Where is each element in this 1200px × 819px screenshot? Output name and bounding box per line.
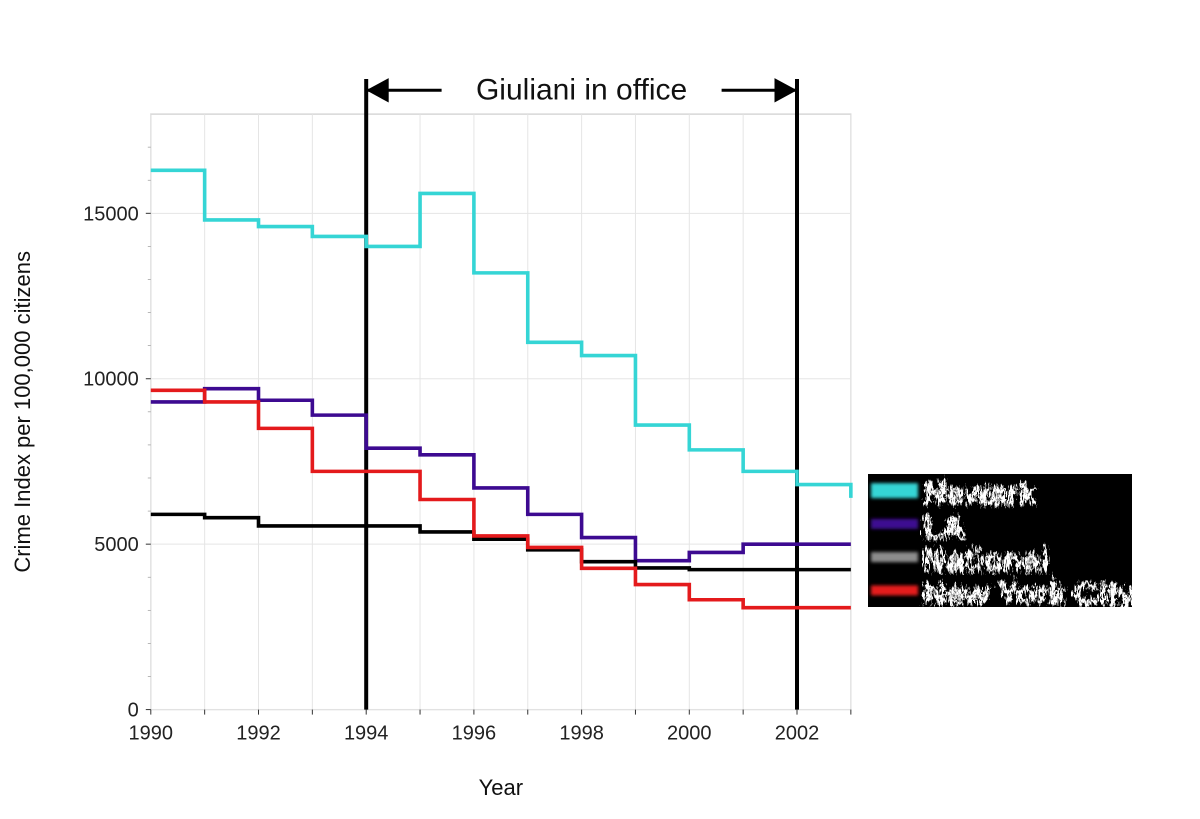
- svg-text:Newark: Newark: [920, 473, 1034, 509]
- svg-text:5000: 5000: [94, 534, 139, 556]
- svg-text:1994: 1994: [344, 723, 389, 745]
- svg-text:Year: Year: [479, 775, 523, 800]
- svg-text:Giuliani in office: Giuliani in office: [476, 73, 687, 106]
- svg-text:1996: 1996: [452, 723, 497, 745]
- svg-text:10000: 10000: [83, 369, 139, 391]
- svg-text:LA: LA: [920, 506, 963, 542]
- svg-text:1992: 1992: [236, 723, 281, 745]
- svg-text:New York City: New York City: [920, 572, 1132, 608]
- svg-text:National: National: [920, 539, 1046, 575]
- svg-text:1990: 1990: [129, 723, 174, 745]
- svg-text:1998: 1998: [559, 723, 604, 745]
- svg-text:2002: 2002: [775, 723, 820, 745]
- svg-text:0: 0: [128, 700, 139, 722]
- svg-text:Crime Index per 100,000 citize: Crime Index per 100,000 citizens: [10, 251, 35, 573]
- svg-text:2000: 2000: [667, 723, 712, 745]
- svg-text:15000: 15000: [83, 203, 139, 225]
